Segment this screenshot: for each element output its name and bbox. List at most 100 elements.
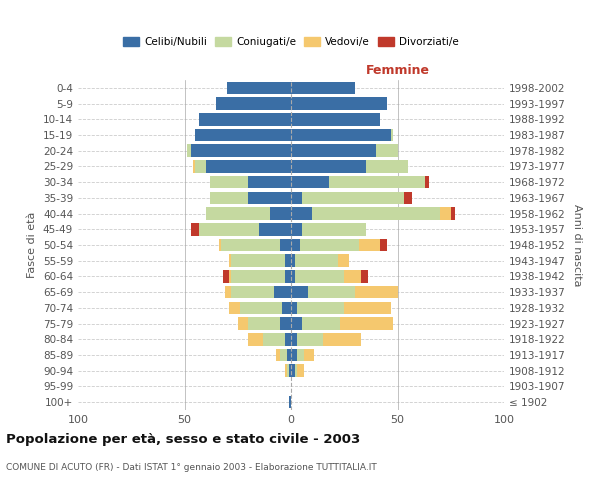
Bar bbox=[191, 223, 199, 235]
Bar bbox=[338, 254, 349, 267]
Bar bbox=[284, 270, 291, 282]
Bar bbox=[227, 82, 291, 94]
Bar bbox=[359, 238, 380, 252]
Bar bbox=[248, 192, 291, 204]
Bar bbox=[232, 270, 284, 282]
Bar bbox=[248, 333, 263, 345]
Bar bbox=[291, 113, 380, 126]
Bar bbox=[291, 82, 355, 94]
Bar bbox=[291, 208, 313, 220]
Bar bbox=[274, 286, 291, 298]
Bar bbox=[291, 270, 295, 282]
Bar bbox=[229, 302, 240, 314]
Bar bbox=[263, 333, 284, 345]
Bar bbox=[302, 192, 404, 204]
Bar bbox=[259, 223, 291, 235]
Bar bbox=[302, 318, 340, 330]
Bar bbox=[229, 254, 232, 267]
Bar bbox=[291, 364, 295, 377]
Bar bbox=[298, 333, 323, 345]
Bar bbox=[344, 270, 361, 282]
Text: Femmine: Femmine bbox=[365, 64, 430, 76]
Bar bbox=[195, 128, 291, 141]
Bar bbox=[217, 98, 291, 110]
Bar bbox=[304, 348, 314, 362]
Bar bbox=[248, 176, 291, 188]
Bar bbox=[291, 176, 329, 188]
Bar bbox=[295, 364, 298, 377]
Bar bbox=[425, 176, 430, 188]
Bar bbox=[299, 238, 359, 252]
Bar bbox=[295, 270, 344, 282]
Bar bbox=[199, 113, 291, 126]
Bar bbox=[187, 144, 191, 157]
Bar bbox=[210, 176, 248, 188]
Bar bbox=[284, 333, 291, 345]
Bar bbox=[298, 348, 304, 362]
Y-axis label: Fasce di età: Fasce di età bbox=[28, 212, 37, 278]
Legend: Celibi/Nubili, Coniugati/e, Vedovi/e, Divorziati/e: Celibi/Nubili, Coniugati/e, Vedovi/e, Di… bbox=[119, 32, 463, 51]
Bar bbox=[280, 238, 291, 252]
Bar bbox=[283, 302, 291, 314]
Bar bbox=[361, 270, 368, 282]
Bar bbox=[287, 364, 289, 377]
Bar bbox=[199, 223, 259, 235]
Bar bbox=[240, 302, 283, 314]
Bar bbox=[229, 270, 232, 282]
Bar bbox=[223, 270, 229, 282]
Bar bbox=[451, 208, 455, 220]
Bar bbox=[289, 396, 291, 408]
Bar bbox=[210, 192, 248, 204]
Bar bbox=[323, 333, 361, 345]
Bar bbox=[276, 348, 280, 362]
Bar bbox=[232, 286, 274, 298]
Bar bbox=[365, 160, 408, 172]
Bar bbox=[206, 160, 291, 172]
Bar bbox=[308, 286, 355, 298]
Bar bbox=[291, 302, 298, 314]
Bar bbox=[225, 286, 232, 298]
Bar bbox=[291, 144, 376, 157]
Bar bbox=[291, 333, 298, 345]
Bar bbox=[284, 364, 287, 377]
Bar bbox=[284, 254, 291, 267]
Bar bbox=[291, 286, 308, 298]
Bar bbox=[380, 238, 387, 252]
Bar bbox=[298, 364, 304, 377]
Bar bbox=[287, 348, 291, 362]
Bar bbox=[289, 364, 291, 377]
Bar bbox=[193, 160, 195, 172]
Bar bbox=[291, 128, 391, 141]
Bar bbox=[291, 223, 302, 235]
Bar bbox=[291, 160, 365, 172]
Bar bbox=[291, 318, 302, 330]
Bar bbox=[329, 176, 425, 188]
Bar bbox=[344, 302, 391, 314]
Bar bbox=[221, 238, 280, 252]
Bar bbox=[191, 144, 291, 157]
Bar bbox=[270, 208, 291, 220]
Bar bbox=[340, 318, 393, 330]
Bar bbox=[280, 348, 287, 362]
Bar bbox=[404, 192, 412, 204]
Bar bbox=[248, 318, 280, 330]
Bar bbox=[238, 318, 248, 330]
Bar bbox=[298, 302, 344, 314]
Bar bbox=[313, 208, 440, 220]
Bar bbox=[280, 318, 291, 330]
Y-axis label: Anni di nascita: Anni di nascita bbox=[572, 204, 582, 286]
Bar bbox=[218, 238, 221, 252]
Bar bbox=[302, 223, 365, 235]
Bar bbox=[291, 348, 298, 362]
Bar bbox=[391, 128, 393, 141]
Bar bbox=[206, 208, 270, 220]
Bar bbox=[376, 144, 398, 157]
Bar bbox=[291, 254, 295, 267]
Text: COMUNE DI ACUTO (FR) - Dati ISTAT 1° gennaio 2003 - Elaborazione TUTTITALIA.IT: COMUNE DI ACUTO (FR) - Dati ISTAT 1° gen… bbox=[6, 462, 377, 471]
Bar bbox=[295, 254, 338, 267]
Bar bbox=[355, 286, 398, 298]
Bar bbox=[440, 208, 451, 220]
Bar bbox=[195, 160, 206, 172]
Bar bbox=[291, 238, 299, 252]
Bar bbox=[232, 254, 284, 267]
